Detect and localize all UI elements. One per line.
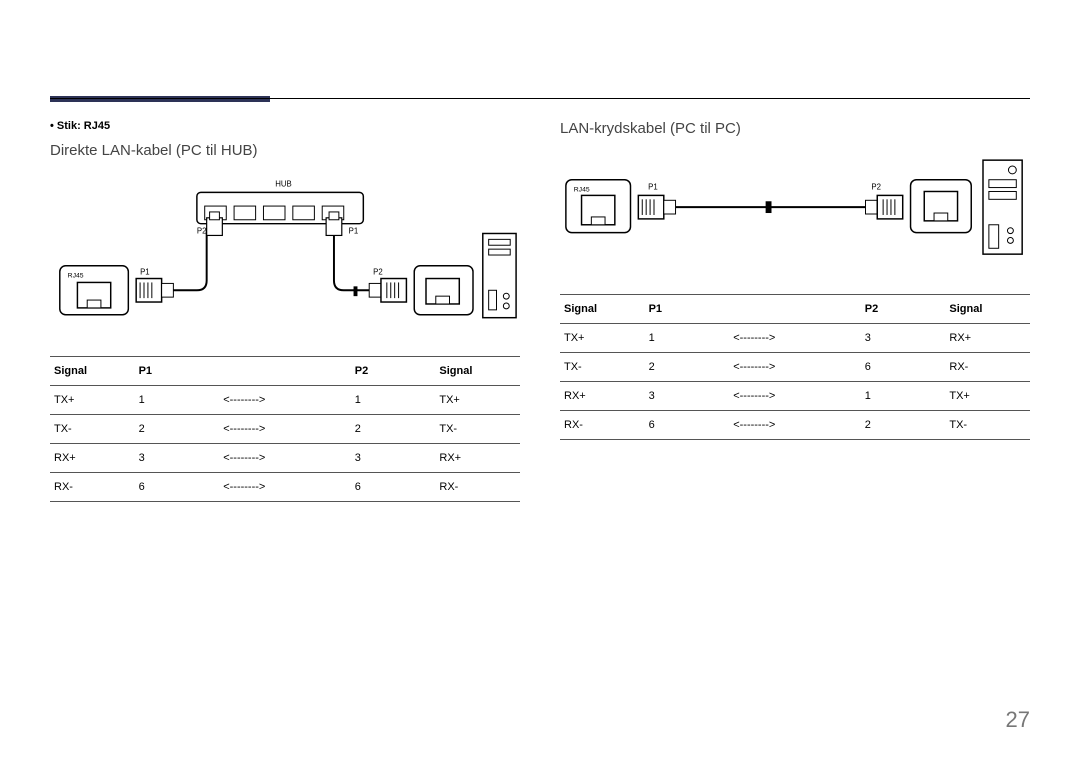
th-arrow <box>729 295 861 324</box>
table-cell: RX+ <box>50 444 135 473</box>
table-cell: RX- <box>50 473 135 502</box>
table-cell: RX+ <box>560 382 645 411</box>
ferrite-icon <box>766 201 772 213</box>
table-cell: TX- <box>435 415 520 444</box>
table-header-row: Signal P1 P2 Signal <box>50 357 520 386</box>
left-plug <box>136 279 173 302</box>
cross-cable-diagram: RJ45 P1 P2 <box>560 149 1030 279</box>
table-cell: <--------> <box>729 411 861 440</box>
hub-label: HUB <box>275 179 292 188</box>
th-signal-r: Signal <box>435 357 520 386</box>
ferrite-1 <box>354 286 358 296</box>
right-section-title: LAN-krydskabel (PC til PC) <box>560 120 1030 137</box>
table-header-row: Signal P1 P2 Signal <box>560 295 1030 324</box>
page-content: • Stik: RJ45 Direkte LAN-kabel (PC til H… <box>0 0 1080 542</box>
table-cell: 1 <box>645 324 730 353</box>
table-cell: <--------> <box>729 353 861 382</box>
table-cell: TX- <box>945 411 1030 440</box>
left-rj45-box: RJ45 <box>60 266 129 315</box>
table-row: RX+3<-------->3RX+ <box>50 444 520 473</box>
table-cell: <--------> <box>219 386 351 415</box>
table-cell: 6 <box>351 473 436 502</box>
left-plug <box>638 195 675 219</box>
cross-cable-pinout-table: Signal P1 P2 Signal TX+1<-------->3RX+TX… <box>560 294 1030 440</box>
table-cell: <--------> <box>729 324 861 353</box>
table-cell: TX- <box>50 415 135 444</box>
table-cell: 6 <box>135 473 220 502</box>
cross-table-body: TX+1<-------->3RX+TX-2<-------->6RX-RX+3… <box>560 324 1030 440</box>
th-arrow <box>219 357 351 386</box>
cable-right <box>334 235 369 290</box>
right-plug <box>369 279 406 302</box>
th-p2: P2 <box>351 357 436 386</box>
table-cell: <--------> <box>219 415 351 444</box>
table-cell: 2 <box>135 415 220 444</box>
page-number: 27 <box>1006 707 1030 733</box>
table-cell: RX- <box>435 473 520 502</box>
left-rj45-box: RJ45 <box>566 180 631 233</box>
table-cell: <--------> <box>219 444 351 473</box>
svg-text:RJ45: RJ45 <box>574 186 590 193</box>
direct-table-body: TX+1<-------->1TX+TX-2<-------->2TX-RX+3… <box>50 386 520 502</box>
left-p1-label: P1 <box>140 268 150 277</box>
table-cell: 6 <box>645 411 730 440</box>
header-rule <box>50 98 1030 99</box>
table-cell: TX- <box>560 353 645 382</box>
right-plug <box>866 195 903 219</box>
table-cell: 3 <box>351 444 436 473</box>
table-cell: RX+ <box>945 324 1030 353</box>
table-cell: 6 <box>861 353 946 382</box>
table-cell: TX+ <box>435 386 520 415</box>
cross-p1-label: P1 <box>648 183 658 192</box>
right-p2-label: P2 <box>373 268 383 277</box>
svg-text:RJ45: RJ45 <box>68 273 84 280</box>
header-accent-bar <box>50 96 270 102</box>
table-cell: RX- <box>560 411 645 440</box>
table-cell: TX+ <box>560 324 645 353</box>
table-cell: <--------> <box>219 473 351 502</box>
direct-cable-diagram: HUB P2 P1 RJ45 <box>50 171 520 341</box>
table-cell: TX+ <box>50 386 135 415</box>
table-cell: <--------> <box>729 382 861 411</box>
th-signal-l: Signal <box>50 357 135 386</box>
table-row: TX+1<-------->1TX+ <box>50 386 520 415</box>
table-cell: RX+ <box>435 444 520 473</box>
table-row: TX-2<-------->6RX- <box>560 353 1030 382</box>
table-cell: TX+ <box>945 382 1030 411</box>
direct-cable-pinout-table: Signal P1 P2 Signal TX+1<-------->1TX+TX… <box>50 356 520 502</box>
right-column: LAN-krydskabel (PC til PC) RJ45 P1 <box>560 60 1030 502</box>
hub-p2-label: P2 <box>197 226 207 235</box>
cross-p2-label: P2 <box>871 183 881 192</box>
table-row: RX-6<-------->6RX- <box>50 473 520 502</box>
table-row: TX-2<-------->2TX- <box>50 415 520 444</box>
table-row: RX-6<-------->2TX- <box>560 411 1030 440</box>
left-column: • Stik: RJ45 Direkte LAN-kabel (PC til H… <box>50 60 520 502</box>
table-row: TX+1<-------->3RX+ <box>560 324 1030 353</box>
hub-p1-label: P1 <box>349 226 359 235</box>
table-cell: 1 <box>135 386 220 415</box>
table-cell: 2 <box>645 353 730 382</box>
pc-tower-icon <box>483 233 516 317</box>
th-p1: P1 <box>645 295 730 324</box>
th-signal-l: Signal <box>560 295 645 324</box>
table-cell: 2 <box>861 411 946 440</box>
table-row: RX+3<-------->1TX+ <box>560 382 1030 411</box>
pc-tower-icon <box>983 160 1022 254</box>
right-rj45-box <box>414 266 473 315</box>
table-cell: 3 <box>135 444 220 473</box>
th-p2: P2 <box>861 295 946 324</box>
right-rj45-box <box>911 180 972 233</box>
table-cell: RX- <box>945 353 1030 382</box>
table-cell: 1 <box>861 382 946 411</box>
table-cell: 1 <box>351 386 436 415</box>
table-cell: 3 <box>645 382 730 411</box>
th-signal-r: Signal <box>945 295 1030 324</box>
table-cell: 3 <box>861 324 946 353</box>
table-cell: 2 <box>351 415 436 444</box>
connector-type-label: • Stik: RJ45 <box>50 120 520 132</box>
th-p1: P1 <box>135 357 220 386</box>
left-section-title: Direkte LAN-kabel (PC til HUB) <box>50 142 520 159</box>
